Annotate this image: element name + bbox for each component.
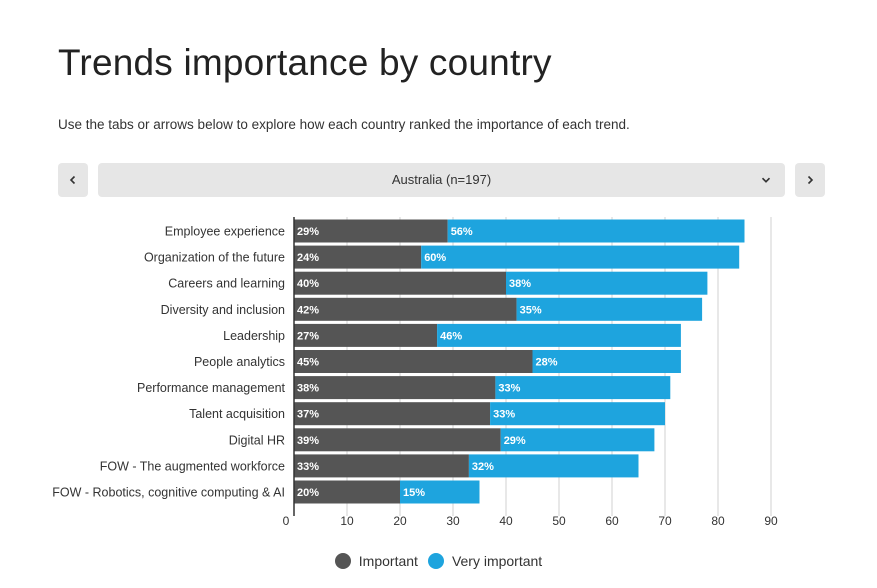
- bar-important: [294, 271, 506, 295]
- data-label-important: 37%: [297, 409, 319, 421]
- legend-swatch-very-important: [427, 553, 444, 569]
- data-label-important: 27%: [297, 330, 319, 342]
- category-label: Careers and learning: [168, 277, 285, 291]
- bar-very-important: [437, 323, 681, 347]
- bar-important: [294, 428, 501, 452]
- chevron-left-icon: [69, 175, 76, 185]
- legend-item-very-important[interactable]: Very important: [427, 553, 543, 569]
- data-label-very-important: 35%: [520, 304, 542, 316]
- bar-very-important: [495, 376, 671, 400]
- category-label: Employee experience: [165, 225, 285, 239]
- bar-important: [294, 219, 448, 243]
- page-subtitle: Use the tabs or arrows below to explore …: [58, 117, 630, 132]
- x-tick-label: 10: [340, 514, 354, 528]
- x-tick-label: 20: [393, 514, 407, 528]
- legend-label-very-important: Very important: [451, 553, 543, 569]
- x-tick-label: 80: [711, 514, 725, 528]
- data-label-important: 45%: [297, 357, 319, 369]
- category-label: Diversity and inclusion: [161, 303, 285, 317]
- data-label-very-important: 46%: [440, 330, 462, 342]
- category-label: FOW - The augmented workforce: [100, 459, 285, 473]
- data-label-very-important: 33%: [493, 409, 515, 421]
- data-label-very-important: 32%: [472, 461, 494, 473]
- category-label: Performance management: [137, 381, 286, 395]
- selected-country-label: Australia (n=197): [391, 172, 492, 187]
- category-label: Organization of the future: [144, 251, 285, 265]
- country-select[interactable]: Australia (n=197): [98, 163, 785, 197]
- bar-very-important: [447, 219, 745, 243]
- data-label-important: 33%: [297, 461, 319, 473]
- data-label-very-important: 38%: [509, 278, 531, 290]
- data-label-very-important: 33%: [498, 383, 520, 395]
- category-label: Digital HR: [229, 433, 285, 447]
- legend-label-important: Important: [358, 553, 418, 569]
- bar-very-important: [490, 402, 665, 426]
- trend-importance-chart: 29% 56% Employee experience 24% 60% Organizat…: [52, 217, 778, 528]
- bar-very-important: [421, 245, 740, 269]
- data-label-very-important: 15%: [403, 487, 425, 499]
- data-label-important: 42%: [297, 304, 319, 316]
- x-tick-label: 60: [605, 514, 619, 528]
- x-tick-label: 90: [764, 514, 778, 528]
- bar-important: [294, 323, 438, 347]
- data-label-very-important: 28%: [536, 357, 558, 369]
- data-label-important: 20%: [297, 487, 319, 499]
- category-label: People analytics: [194, 355, 285, 369]
- bar-very-important: [506, 271, 708, 295]
- x-tick-label: 70: [658, 514, 672, 528]
- data-label-very-important: 56%: [451, 226, 473, 238]
- data-label-important: 39%: [297, 435, 319, 447]
- legend-item-important[interactable]: Important: [334, 553, 418, 569]
- bar-important: [294, 350, 533, 373]
- bar-important: [294, 245, 422, 269]
- previous-country-button[interactable]: [58, 163, 88, 197]
- legend-swatch-important: [334, 553, 351, 569]
- chevron-right-icon: [807, 175, 814, 185]
- bar-important: [294, 297, 517, 321]
- bar-very-important: [516, 297, 703, 321]
- bar-very-important: [400, 480, 480, 504]
- bar-important: [294, 402, 491, 426]
- bar-very-important: [468, 454, 639, 478]
- bar-important: [294, 376, 496, 400]
- x-tick-label: 30: [446, 514, 460, 528]
- x-tick-label: 50: [552, 514, 566, 528]
- bar-important: [294, 454, 469, 478]
- x-tick-label: 40: [499, 514, 513, 528]
- data-label-important: 29%: [297, 226, 319, 238]
- data-label-very-important: 60%: [424, 252, 446, 264]
- data-label-important: 24%: [297, 252, 319, 264]
- data-label-very-important: 29%: [504, 435, 526, 447]
- bar-very-important: [500, 428, 655, 452]
- chevron-down-icon: [761, 177, 771, 183]
- next-country-button[interactable]: [795, 163, 825, 197]
- bar-important: [294, 480, 400, 504]
- category-label: Talent acquisition: [189, 407, 285, 421]
- category-label: FOW - Robotics, cognitive computing & AI: [52, 486, 285, 500]
- page-title: Trends importance by country: [58, 42, 552, 83]
- bar-very-important: [532, 350, 681, 373]
- chart-legend: Important Very important: [0, 553, 877, 569]
- category-label: Leadership: [223, 329, 285, 343]
- data-label-important: 38%: [297, 383, 319, 395]
- data-label-important: 40%: [297, 278, 319, 290]
- x-tick-label: 0: [283, 514, 290, 528]
